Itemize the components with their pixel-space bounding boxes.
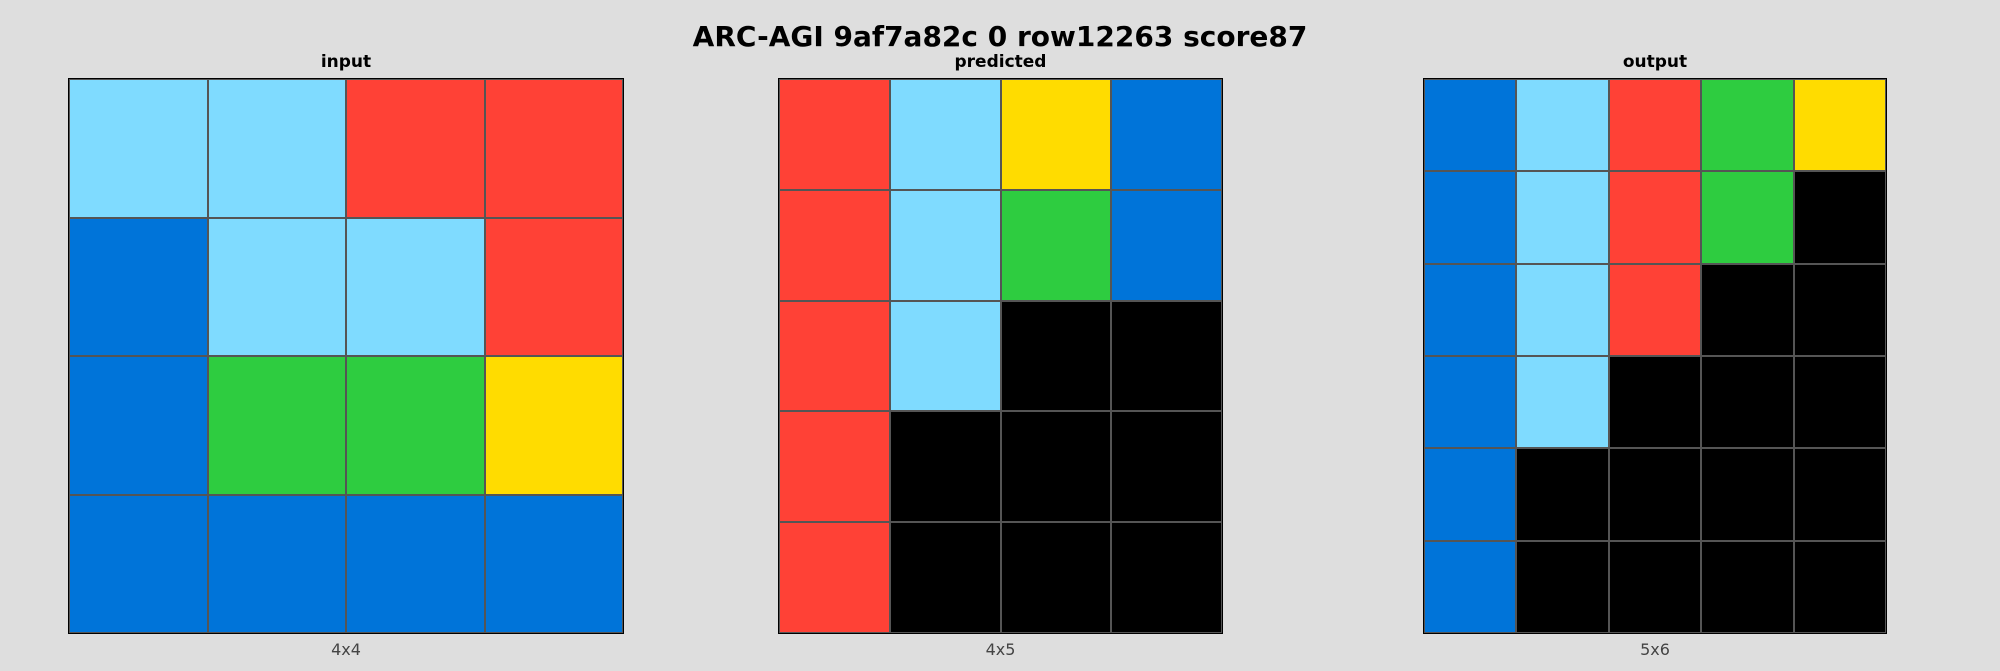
grid-cell bbox=[207, 217, 346, 356]
grid-cell bbox=[889, 189, 1001, 301]
grid-cell bbox=[1000, 79, 1112, 190]
grid-cell bbox=[1701, 79, 1794, 172]
grid-cell bbox=[1424, 356, 1517, 449]
grid-cell bbox=[346, 217, 485, 356]
grid-cell bbox=[1000, 300, 1112, 412]
grid-cell bbox=[484, 494, 623, 633]
grid-cell bbox=[1793, 356, 1886, 449]
input-grid bbox=[68, 78, 624, 634]
grid-cell bbox=[1608, 448, 1702, 541]
grid-dimensions: 5x6 bbox=[1640, 640, 1670, 659]
grid-cell bbox=[889, 522, 1001, 633]
grid-cell bbox=[1793, 540, 1886, 633]
grid-cell bbox=[1608, 79, 1702, 172]
predicted-panel: predicted 4x5 bbox=[778, 52, 1223, 659]
predicted-grid bbox=[778, 78, 1223, 634]
grid-cell bbox=[779, 189, 890, 301]
grid-cell bbox=[779, 79, 890, 190]
grid-cell bbox=[1111, 522, 1222, 633]
grid-cell bbox=[1701, 448, 1794, 541]
grid-cell bbox=[779, 411, 890, 523]
grid-cell bbox=[207, 79, 346, 218]
grid-cell bbox=[1424, 79, 1517, 172]
grid-cell bbox=[1701, 356, 1794, 449]
grid-cell bbox=[1111, 79, 1222, 190]
grid-cell bbox=[1516, 263, 1609, 356]
grid-cell bbox=[1516, 356, 1609, 449]
grid-cell bbox=[1000, 411, 1112, 523]
grid-cell bbox=[346, 79, 485, 218]
grid-cell bbox=[1793, 448, 1886, 541]
grid-cell bbox=[1701, 540, 1794, 633]
figure-title: ARC-AGI 9af7a82c 0 row12263 score87 bbox=[692, 20, 1308, 53]
grid-cell bbox=[889, 300, 1001, 412]
grid-cell bbox=[346, 494, 485, 633]
grid-cell bbox=[1424, 540, 1517, 633]
grid-cell bbox=[1516, 448, 1609, 541]
panel-title: predicted bbox=[954, 52, 1047, 72]
grid-cell bbox=[484, 217, 623, 356]
grid-cell bbox=[779, 300, 890, 412]
grid-cell bbox=[779, 522, 890, 633]
grid-dimensions: 4x4 bbox=[331, 640, 361, 659]
grid-cell bbox=[1701, 171, 1794, 264]
grid-cell bbox=[1516, 171, 1609, 264]
grid-cell bbox=[1608, 171, 1702, 264]
grid-cell bbox=[1608, 356, 1702, 449]
grid-cell bbox=[1424, 171, 1517, 264]
grid-cell bbox=[346, 356, 485, 495]
grid-cell bbox=[1793, 171, 1886, 264]
grid-cell bbox=[69, 356, 208, 495]
grid-cell bbox=[69, 217, 208, 356]
grid-cell bbox=[1793, 79, 1886, 172]
grid-cell bbox=[1516, 79, 1609, 172]
panel-title: input bbox=[320, 52, 372, 72]
grid-cell bbox=[1111, 189, 1222, 301]
grid-cell bbox=[1000, 189, 1112, 301]
grid-cell bbox=[69, 494, 208, 633]
grid-cell bbox=[1424, 448, 1517, 541]
grid-cell bbox=[1000, 522, 1112, 633]
panel-title: output bbox=[1622, 52, 1688, 72]
grid-cell bbox=[889, 411, 1001, 523]
grid-cell bbox=[484, 79, 623, 218]
grid-dimensions: 4x5 bbox=[985, 640, 1016, 659]
output-grid bbox=[1423, 78, 1887, 634]
grid-cell bbox=[889, 79, 1001, 190]
grid-cell bbox=[1424, 263, 1517, 356]
grid-cell bbox=[207, 356, 346, 495]
grid-cell bbox=[1701, 263, 1794, 356]
grid-cell bbox=[1608, 540, 1702, 633]
grid-cell bbox=[207, 494, 346, 633]
grid-cell bbox=[1793, 263, 1886, 356]
grid-cell bbox=[484, 356, 623, 495]
grid-cell bbox=[1111, 411, 1222, 523]
grid-cell bbox=[1516, 540, 1609, 633]
output-panel: output 5x6 bbox=[1423, 52, 1887, 659]
grid-cell bbox=[1111, 300, 1222, 412]
grid-cell bbox=[1608, 263, 1702, 356]
input-panel: input 4x4 bbox=[68, 52, 624, 659]
grid-cell bbox=[69, 79, 208, 218]
